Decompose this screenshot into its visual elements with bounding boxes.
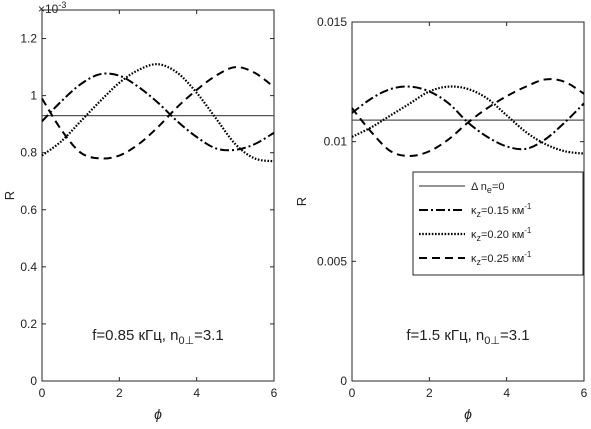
y-tick-label: 0.6 bbox=[20, 203, 37, 217]
legend-label-k015: κz=0.15 км-1 bbox=[471, 202, 532, 219]
panel-annotation: f=1.5 кГц, n0⊥=3.1 bbox=[406, 327, 529, 347]
y-tick-label: 1 bbox=[30, 89, 37, 103]
series-line-k025 bbox=[41, 66, 275, 160]
legend-box bbox=[412, 171, 584, 276]
y-tick-label: 0 bbox=[340, 374, 347, 388]
x-axis-label: ϕ bbox=[154, 406, 162, 422]
legend-label-base: Δ ne=0 bbox=[471, 181, 504, 195]
y-tick-label: 0.8 bbox=[20, 146, 37, 160]
chart-left: 0 0.2 0.4 0.6 0.8 1 1.2 0 2 4 6 ϕ Rf=0.85 кГц, n0⊥=3… bbox=[2, 9, 278, 422]
y-tick-label: 0 bbox=[30, 374, 37, 388]
chart-right: 0 0.005 0.01 0.015 0 2 4 6 ϕ Rf=1.5 кГц, n0⊥=3.1 Δ… bbox=[294, 15, 588, 422]
legend-label-k020: κz=0.20 км-1 bbox=[471, 226, 532, 243]
x-axis-label: ϕ bbox=[464, 406, 472, 422]
x-tick-label: 6 bbox=[581, 386, 588, 400]
series-line-k020 bbox=[351, 85, 585, 155]
x-tick-label: 2 bbox=[426, 386, 433, 400]
series-line-k015 bbox=[41, 72, 275, 152]
x-tick-label: 6 bbox=[271, 386, 278, 400]
legend-label-k025: κz=0.25 км-1 bbox=[471, 250, 532, 267]
y-axis-label: R bbox=[2, 191, 17, 200]
x-tick-label: 0 bbox=[349, 386, 356, 400]
x-tick-label: 2 bbox=[116, 386, 123, 400]
series-line-k015 bbox=[351, 85, 585, 151]
y-tick-label: 0.4 bbox=[20, 260, 37, 274]
series-line-k025 bbox=[351, 78, 585, 158]
y-tick-label: 0.2 bbox=[20, 317, 37, 331]
x-tick-label: 0 bbox=[39, 386, 46, 400]
axes-frame-left bbox=[41, 9, 275, 382]
y-tick-label: 0.005 bbox=[317, 254, 347, 268]
y-tick-label: 1.2 bbox=[20, 32, 37, 46]
axes-frame-right bbox=[351, 21, 585, 382]
legend: Δ ne=0 κz=0.15 км-1 κz=0.20 км-1 κz=0.25 км… bbox=[412, 171, 584, 276]
y-tick-label: 0.015 bbox=[317, 15, 347, 29]
panel-annotation: f=0.85 кГц, n0⊥=3.1 bbox=[92, 327, 224, 347]
y-axis-label: R bbox=[294, 197, 309, 206]
series-line-k020 bbox=[41, 63, 275, 163]
y-tick-label: 0.01 bbox=[324, 135, 348, 149]
x-tick-label: 4 bbox=[503, 386, 510, 400]
y-exponent-label: ×10-3 bbox=[38, 0, 66, 16]
x-tick-label: 4 bbox=[193, 386, 200, 400]
